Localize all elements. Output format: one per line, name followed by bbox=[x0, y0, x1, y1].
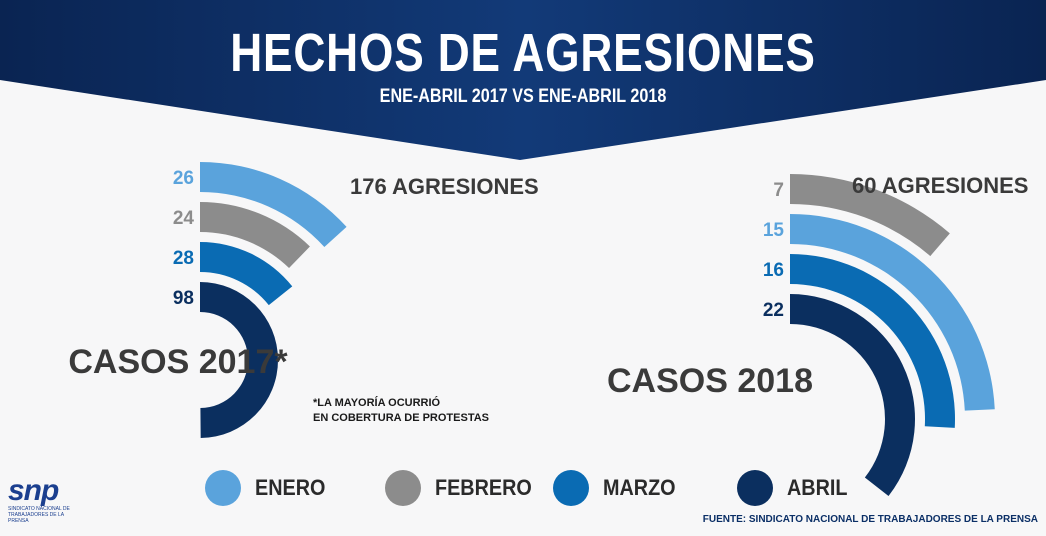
legend-swatch bbox=[737, 470, 773, 506]
legend: ENERO FEBRERO MARZO ABRIL bbox=[205, 468, 905, 508]
value-label-abril: 22 bbox=[763, 300, 784, 321]
value-label-febrero: 7 bbox=[773, 180, 784, 201]
total-label: 60 AGRESIONES bbox=[852, 173, 1028, 198]
arc-marzo bbox=[790, 254, 955, 428]
logo: snp SINDICATO NACIONAL DE TRABAJADORES D… bbox=[8, 474, 72, 525]
footnote-line: EN COBERTURA DE PROTESTAS bbox=[313, 412, 489, 424]
cases-label: CASOS 2018 bbox=[607, 362, 813, 400]
source-note: FUENTE: SINDICATO NACIONAL DE TRABAJADOR… bbox=[702, 514, 1038, 525]
legend-label: ENERO bbox=[255, 475, 326, 500]
header-banner bbox=[0, 0, 1046, 160]
logo-subtitle: SINDICATO NACIONAL DE TRABAJADORES DE LA… bbox=[8, 506, 70, 524]
page-title: HECHOS DE AGRESIONES bbox=[230, 23, 816, 83]
arc-enero bbox=[200, 162, 347, 248]
arc-abril bbox=[200, 282, 279, 438]
radial-chart-2: 7 15 16 22 60 AGRESIONES CASOS 2018 bbox=[607, 173, 1028, 496]
arc-abril bbox=[790, 294, 916, 496]
arc-febrero bbox=[790, 174, 950, 257]
value-label-marzo: 28 bbox=[173, 248, 194, 269]
legend-swatch bbox=[205, 470, 241, 506]
radial-chart-1: 26 24 28 98 176 AGRESIONES CASOS 2017* *LA MAY… bbox=[68, 162, 539, 438]
legend-item-marzo: MARZO bbox=[553, 468, 684, 508]
legend-label: FEBRERO bbox=[435, 475, 532, 500]
arc-enero bbox=[790, 214, 995, 411]
value-label-abril: 98 bbox=[173, 288, 194, 309]
footnote-line: *LA MAYORÍA OCURRIÓ bbox=[313, 396, 441, 409]
value-label-enero: 26 bbox=[173, 168, 194, 189]
legend-label: ABRIL bbox=[787, 475, 848, 500]
arc-marzo bbox=[200, 242, 293, 306]
value-label-febrero: 24 bbox=[173, 208, 195, 229]
legend-label: MARZO bbox=[603, 475, 676, 500]
total-label: 176 AGRESIONES bbox=[350, 174, 539, 199]
legend-item-febrero: FEBRERO bbox=[385, 468, 543, 508]
legend-swatch bbox=[385, 470, 421, 506]
legend-item-abril: ABRIL bbox=[737, 468, 854, 508]
value-label-enero: 15 bbox=[763, 220, 785, 241]
arc-febrero bbox=[200, 202, 310, 269]
page-subtitle: ENE-ABRIL 2017 VS ENE-ABRIL 2018 bbox=[379, 86, 667, 107]
value-label-marzo: 16 bbox=[763, 260, 784, 281]
cases-label: CASOS 2017* bbox=[68, 343, 288, 381]
legend-swatch bbox=[553, 470, 589, 506]
legend-item-enero: ENERO bbox=[205, 468, 333, 508]
logo-mark: snp bbox=[8, 474, 59, 507]
